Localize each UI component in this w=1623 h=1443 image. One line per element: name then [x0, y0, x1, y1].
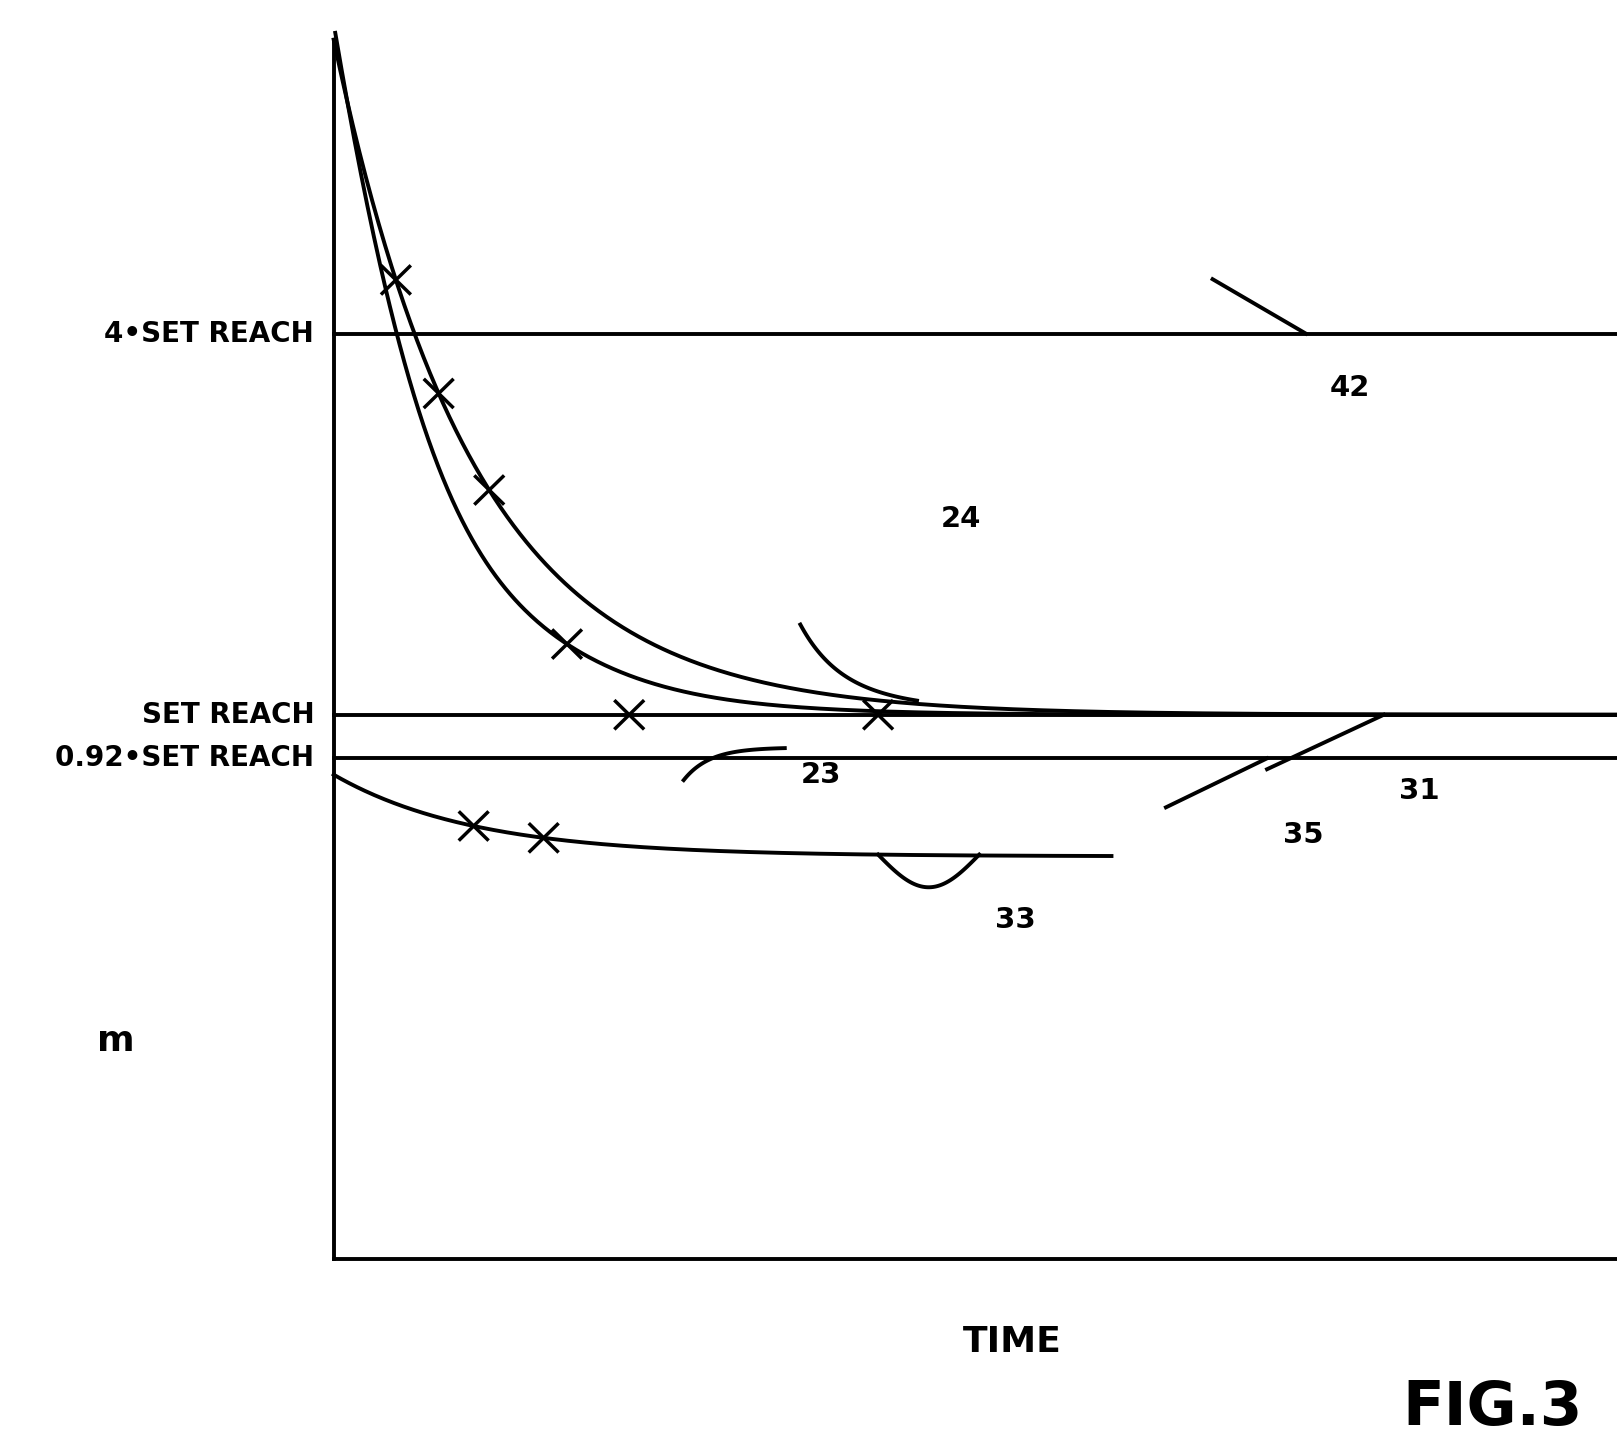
Text: 35: 35 — [1282, 821, 1323, 848]
Text: TIME: TIME — [962, 1325, 1061, 1359]
Text: 0.92•SET REACH: 0.92•SET REACH — [55, 745, 313, 772]
Text: 4•SET REACH: 4•SET REACH — [104, 320, 313, 348]
Text: 24: 24 — [940, 505, 980, 532]
Text: SET REACH: SET REACH — [141, 701, 313, 729]
Text: 23: 23 — [800, 760, 841, 789]
Text: 33: 33 — [995, 906, 1035, 934]
Text: FIG.3: FIG.3 — [1402, 1380, 1582, 1439]
Text: m: m — [97, 1025, 135, 1059]
Text: 42: 42 — [1329, 374, 1368, 403]
Text: 31: 31 — [1399, 776, 1440, 805]
